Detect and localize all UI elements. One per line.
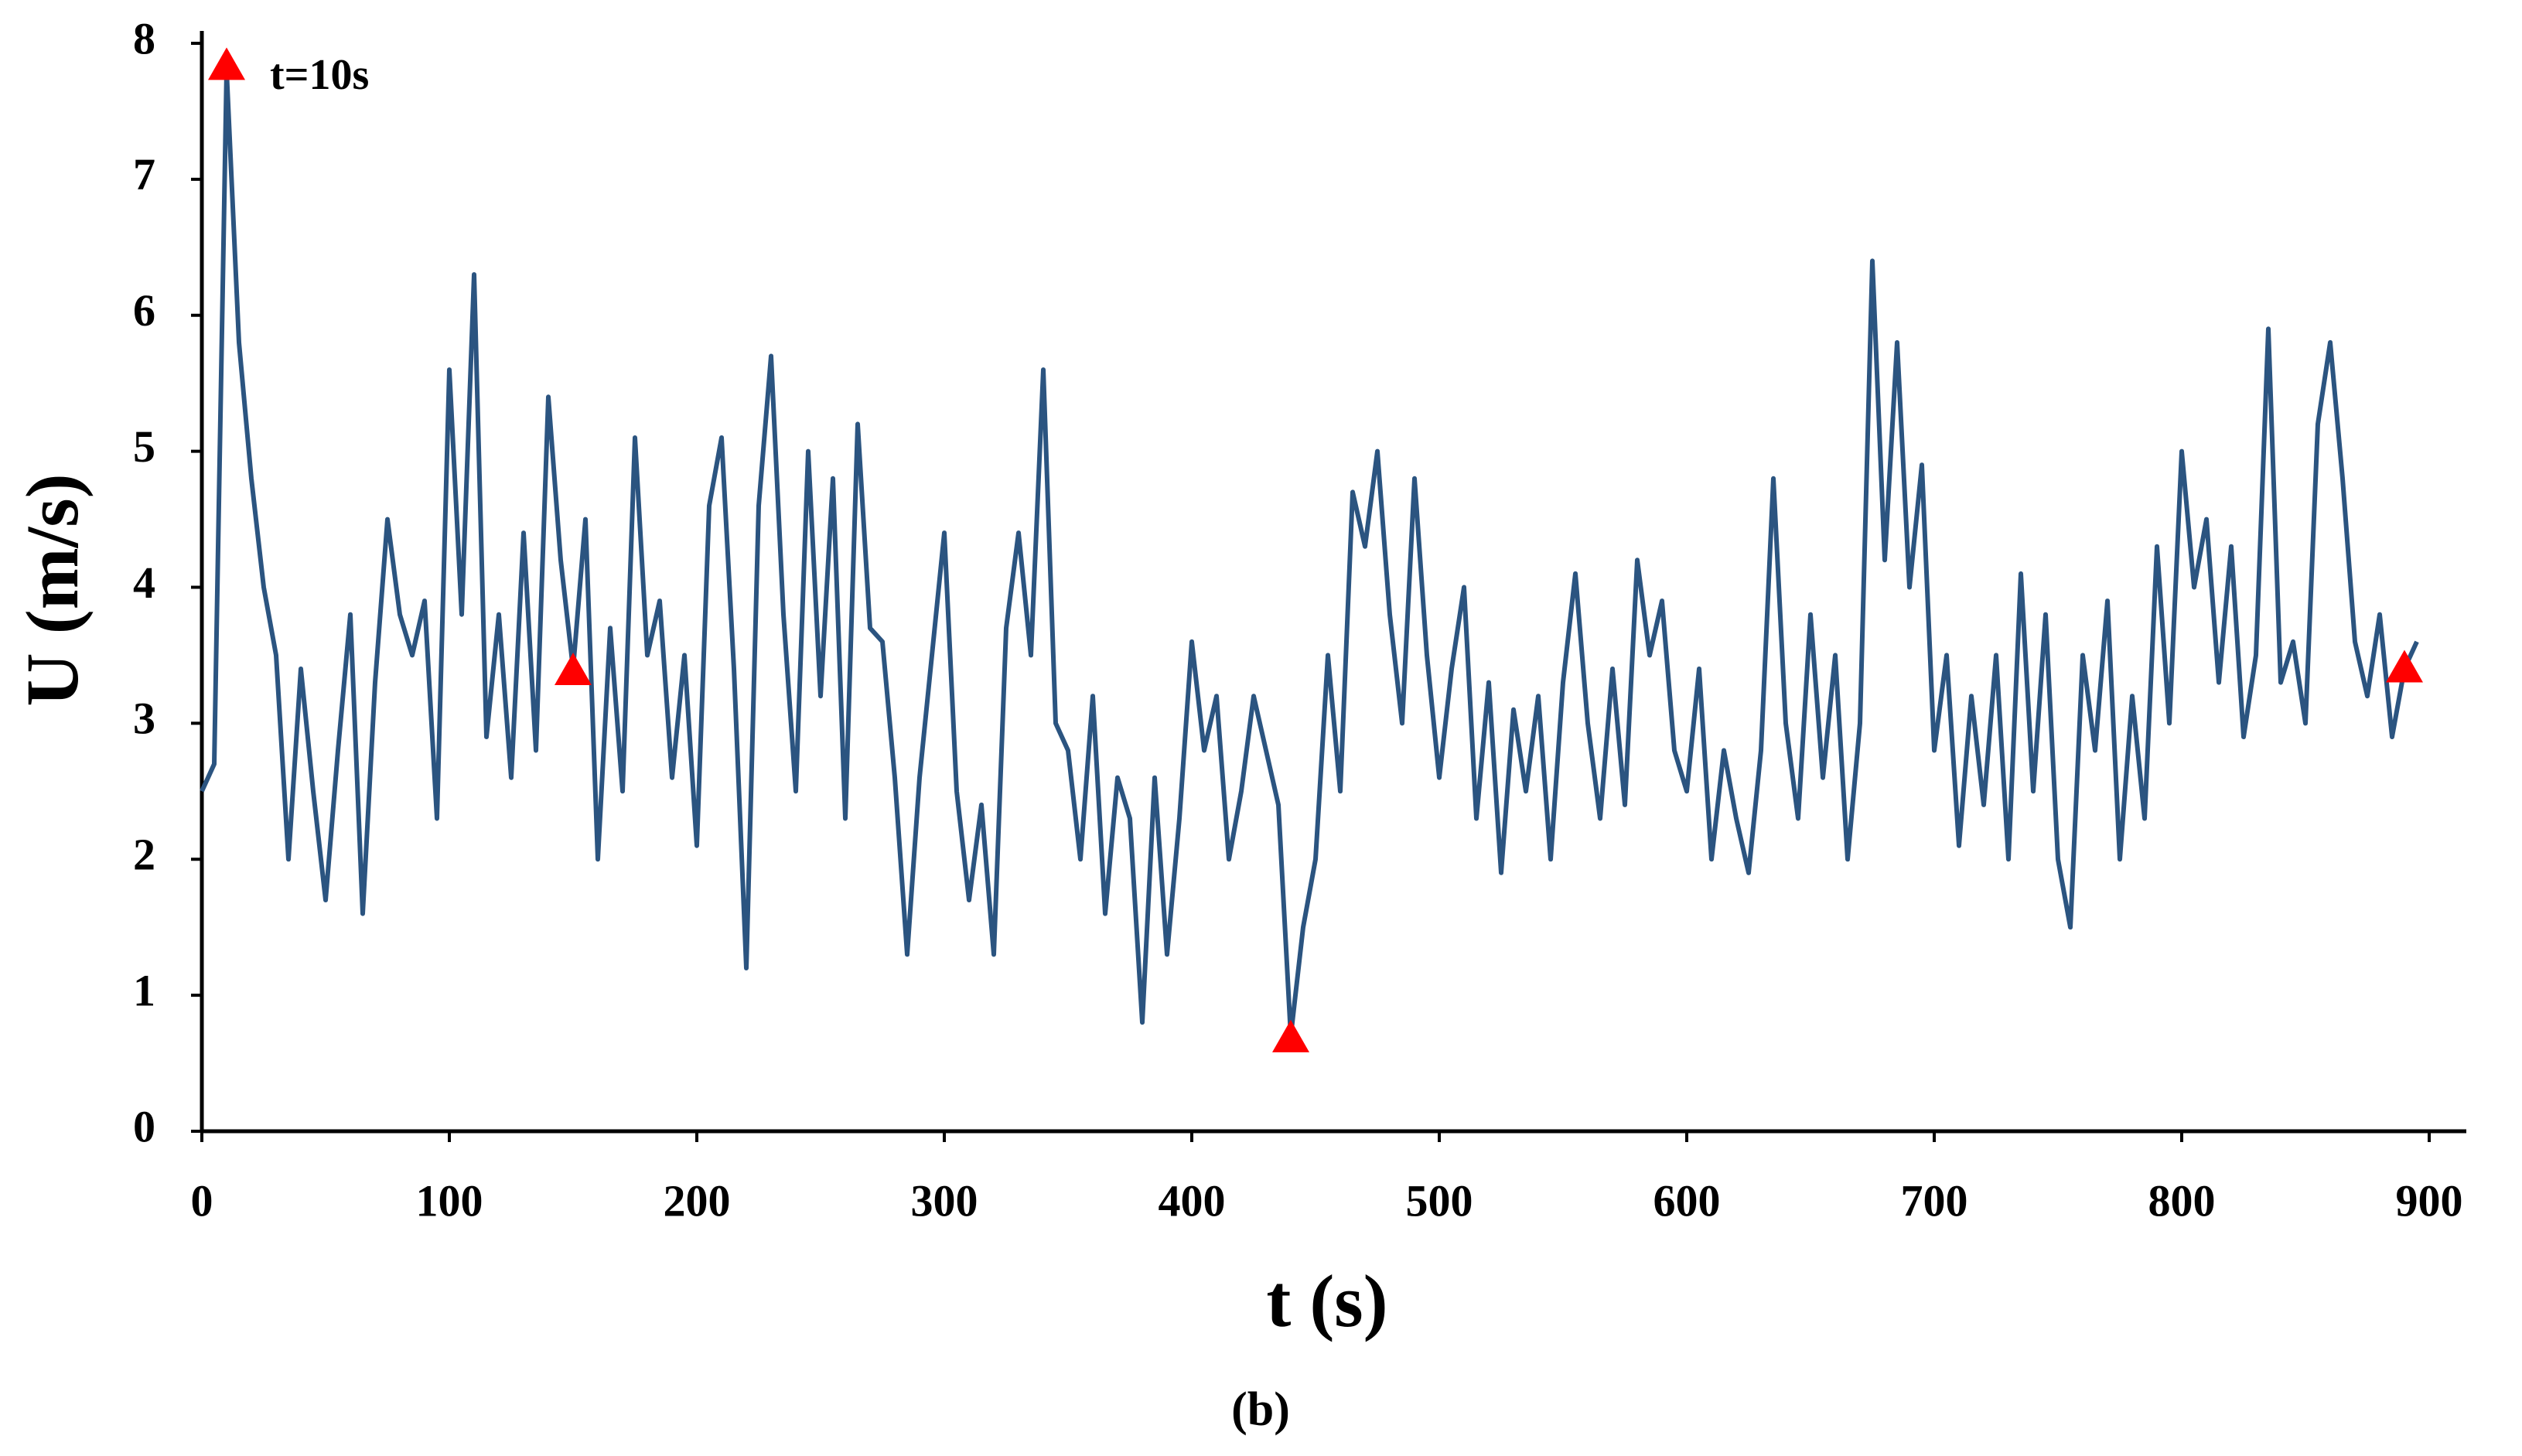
x-tick-label: 500 [1406, 1175, 1473, 1226]
y-tick-label: 0 [133, 1101, 155, 1151]
x-tick-label: 700 [1901, 1175, 1968, 1226]
x-tick-label: 600 [1653, 1175, 1721, 1226]
x-tick-label: 900 [2396, 1175, 2463, 1226]
x-tick-label: 400 [1159, 1175, 1226, 1226]
y-tick-label: 4 [133, 558, 155, 608]
data-line [200, 68, 2419, 1038]
x-tick-label: 100 [416, 1175, 483, 1226]
caption: (b) [1231, 1383, 1290, 1436]
y-axis-title: U (m/s) [11, 473, 94, 706]
marker [555, 653, 592, 686]
marker [2386, 650, 2423, 683]
y-tick-label: 3 [133, 694, 155, 744]
marker [1272, 1019, 1309, 1052]
y-tick-label: 6 [133, 285, 155, 336]
y-tick-label: 2 [133, 830, 155, 880]
x-tick-label: 300 [911, 1175, 978, 1226]
x-axis-title: t (s) [1266, 1260, 1387, 1342]
annotation: t=10s [270, 51, 369, 99]
x-tick-label: 800 [2148, 1175, 2216, 1226]
y-tick-label: 1 [133, 965, 155, 1015]
marker [208, 47, 245, 80]
x-tick-label: 0 [191, 1175, 213, 1226]
x-tick-label: 200 [664, 1175, 731, 1226]
y-tick-label: 7 [133, 149, 155, 199]
y-tick-label: 5 [133, 421, 155, 472]
y-tick-label: 8 [133, 13, 155, 63]
